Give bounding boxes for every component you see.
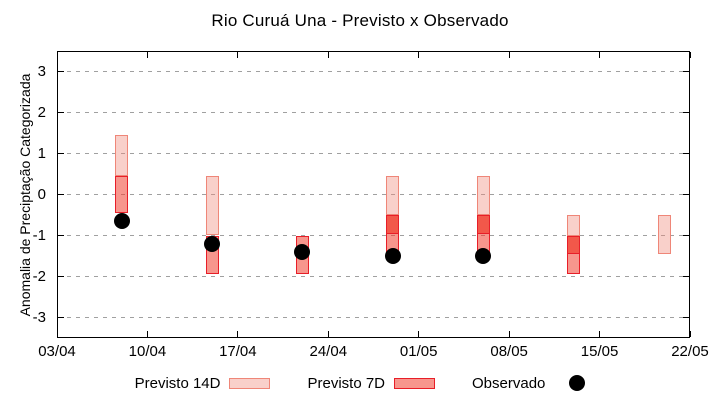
x-tick-label: 24/04 <box>309 343 348 360</box>
legend-item-observado: Observado <box>472 374 586 392</box>
gridline <box>58 276 689 277</box>
gridline <box>58 153 689 154</box>
gridline <box>58 317 689 318</box>
x-tick <box>689 331 691 337</box>
y-tick <box>683 235 689 236</box>
legend-swatch-previsto-14d <box>229 377 271 389</box>
x-tick-label: 01/05 <box>399 343 438 360</box>
chart-title: Rio Curuá Una - Previsto x Observado <box>211 11 509 30</box>
legend-dot-icon <box>569 375 586 391</box>
observado-dot <box>113 213 130 230</box>
plot-area <box>57 51 690 338</box>
observado-dot <box>294 243 311 260</box>
y-tick-label: -2 <box>32 267 46 285</box>
x-tick <box>689 52 691 58</box>
x-tick <box>508 331 510 337</box>
y-tick-label: -3 <box>32 308 46 326</box>
bar-segment-strong <box>477 216 489 234</box>
y-tick <box>58 153 64 154</box>
y-tick <box>683 112 689 113</box>
x-tick-label: 17/04 <box>219 343 257 360</box>
x-tick <box>56 331 58 337</box>
x-tick <box>418 52 420 58</box>
x-tick <box>327 52 329 58</box>
x-tick <box>56 52 58 58</box>
previsto-14d-bar <box>386 176 400 215</box>
x-tick <box>146 331 148 337</box>
gridline <box>58 235 689 236</box>
legend-label: Previsto 14D <box>134 374 221 392</box>
y-tick-label: -1 <box>32 226 46 244</box>
x-tick <box>599 331 601 337</box>
y-tick <box>683 153 689 154</box>
legend-label: Previsto 7D <box>307 374 386 392</box>
previsto-14d-bar <box>476 176 490 215</box>
y-tick <box>58 276 64 277</box>
previsto-7d-bar <box>567 235 581 275</box>
x-tick <box>237 52 239 58</box>
x-tick <box>327 331 329 337</box>
y-tick <box>58 235 64 236</box>
observado-dot <box>204 235 221 252</box>
gridline <box>58 71 689 72</box>
x-tick <box>146 52 148 58</box>
observado-dot <box>475 248 492 264</box>
y-tick-label: 3 <box>37 62 46 80</box>
legend-label: Observado <box>472 374 546 392</box>
previsto-14d-bar <box>657 215 671 254</box>
y-tick <box>58 71 64 72</box>
y-tick <box>683 276 689 277</box>
legend-item-previsto-7d: Previsto 7D <box>307 374 436 392</box>
y-tick <box>58 317 64 318</box>
x-tick-label: 15/05 <box>580 343 619 360</box>
y-tick <box>683 317 689 318</box>
y-tick-label: 1 <box>37 144 46 162</box>
x-tick <box>599 52 601 58</box>
legend-swatch-previsto-7d <box>394 377 436 389</box>
gridline <box>58 112 689 113</box>
y-tick-label: 2 <box>37 103 46 121</box>
previsto-14d-bar <box>115 135 129 177</box>
y-tick <box>683 71 689 72</box>
x-tick-label: 08/05 <box>490 343 528 360</box>
x-tick-label: 10/04 <box>128 343 167 360</box>
previsto-14d-bar <box>567 215 581 236</box>
y-tick <box>683 194 689 195</box>
x-tick-label: 03/04 <box>38 343 76 360</box>
x-tick <box>508 52 510 58</box>
previsto-7d-bar <box>115 176 129 213</box>
x-tick <box>237 331 239 337</box>
y-tick-label: 0 <box>37 185 46 203</box>
legend-item-previsto-14d: Previsto 14D <box>135 375 271 392</box>
y-tick <box>58 112 64 113</box>
previsto-14d-bar <box>205 176 219 236</box>
bar-segment-strong <box>387 216 399 234</box>
observado-dot <box>384 248 401 264</box>
gridline <box>58 194 689 195</box>
x-tick <box>418 331 420 337</box>
x-tick-label: 22/05 <box>671 343 709 360</box>
bar-segment-strong <box>568 236 580 255</box>
y-tick <box>58 194 64 195</box>
legend: Previsto 14D Previsto 7D Observado <box>0 370 720 396</box>
